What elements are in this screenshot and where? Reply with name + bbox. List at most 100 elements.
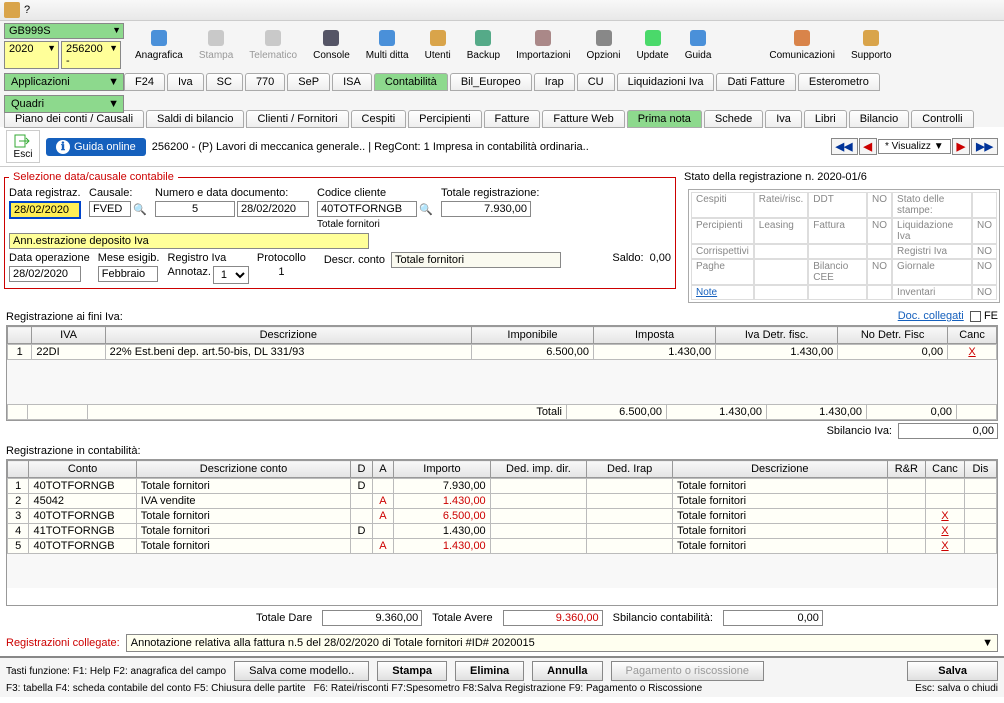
year-combo[interactable]: 2020 (4, 41, 59, 69)
elimina-button[interactable]: Elimina (455, 661, 524, 681)
toolbar-backup[interactable]: Backup (460, 23, 507, 64)
toolbar-guida[interactable]: Guida (678, 23, 719, 64)
tab-F24[interactable]: F24 (124, 73, 165, 91)
cont-canc[interactable] (926, 479, 965, 494)
cont-canc[interactable] (926, 494, 965, 509)
tab-Dati Fatture[interactable]: Dati Fatture (716, 73, 795, 91)
num-doc-input[interactable] (155, 201, 235, 217)
toolbar-anagrafica[interactable]: Anagrafica (128, 23, 190, 64)
cont-col-4[interactable]: A (372, 461, 393, 478)
cont-col-9[interactable]: R&R (887, 461, 926, 478)
iva-col-0[interactable] (8, 327, 32, 344)
cont-col-0[interactable] (8, 461, 29, 478)
esci-button[interactable]: Esci (6, 130, 40, 163)
cont-canc[interactable]: X (926, 539, 965, 554)
tab-Esterometro[interactable]: Esterometro (798, 73, 880, 91)
tab-SC[interactable]: SC (206, 73, 243, 91)
cod-cliente-input[interactable] (317, 201, 417, 217)
cliente-search-icon[interactable]: 🔍 (419, 203, 433, 216)
iva-row[interactable]: 122DI22% Est.beni dep. art.50-bis, DL 33… (8, 345, 997, 360)
data-reg-input[interactable] (9, 201, 81, 219)
fe-checkbox[interactable] (970, 311, 981, 322)
nav-next[interactable]: ▶ (952, 138, 970, 155)
sbilancio-iva-input[interactable] (898, 423, 998, 439)
tab-Contabilità[interactable]: Contabilità (374, 73, 448, 91)
iva-col-3[interactable]: Imponibile (471, 327, 593, 344)
tab-Schede[interactable]: Schede (704, 110, 763, 128)
toolbar-console[interactable]: Console (306, 23, 357, 64)
tab-CU[interactable]: CU (577, 73, 615, 91)
tab-Iva[interactable]: Iva (765, 110, 802, 128)
cont-col-10[interactable]: Canc (926, 461, 965, 478)
iva-canc[interactable]: X (948, 345, 997, 360)
iva-col-7[interactable]: Canc (948, 327, 997, 344)
cont-col-3[interactable]: D (351, 461, 372, 478)
causale-search-icon[interactable]: 🔍 (133, 203, 147, 216)
toolbar-opzioni[interactable]: Opzioni (580, 23, 628, 64)
toolbar-telematico[interactable]: Telematico (242, 23, 304, 64)
doc-collegati-link[interactable]: Doc. collegati (898, 310, 964, 322)
tab-Percipienti[interactable]: Percipienti (408, 110, 481, 128)
iva-col-1[interactable]: IVA (32, 327, 105, 344)
tab-770[interactable]: 770 (245, 73, 285, 91)
tab-Clienti / Fornitori[interactable]: Clienti / Fornitori (246, 110, 348, 128)
tot-reg-input[interactable] (441, 201, 531, 217)
tab-Controlli[interactable]: Controlli (911, 110, 973, 128)
cont-canc[interactable]: X (926, 524, 965, 539)
tab-Liquidazioni Iva[interactable]: Liquidazioni Iva (617, 73, 715, 91)
nav-first[interactable]: ◀◀ (831, 138, 858, 155)
descr-conto-input[interactable] (391, 252, 561, 268)
cont-col-2[interactable]: Descrizione conto (136, 461, 351, 478)
quadri-label[interactable]: Quadri (4, 95, 124, 113)
applicazioni-label[interactable]: Applicazioni (4, 73, 124, 91)
iva-col-2[interactable]: Descrizione (105, 327, 471, 344)
tab-Fatture[interactable]: Fatture (484, 110, 541, 128)
toolbar-comunicazioni[interactable]: Comunicazioni (762, 23, 842, 64)
toolbar-importazioni[interactable]: Importazioni (509, 23, 577, 64)
stato-cell[interactable]: Note (691, 285, 754, 300)
tab-Iva[interactable]: Iva (167, 73, 204, 91)
tab-Fatture Web[interactable]: Fatture Web (542, 110, 624, 128)
cont-row[interactable]: 340TOTFORNGBTotale fornitori A 6.500,00 … (8, 509, 997, 524)
cont-row[interactable]: 540TOTFORNGBTotale fornitori A 1.430,00 … (8, 539, 997, 554)
collegate-combo[interactable]: Annotazione relativa alla fattura n.5 de… (126, 634, 998, 652)
data-doc-input[interactable] (237, 201, 309, 217)
toolbar-update[interactable]: Update (629, 23, 675, 64)
nav-prev[interactable]: ◀ (859, 138, 877, 155)
cont-col-6[interactable]: Ded. imp. dir. (490, 461, 587, 478)
desc-input[interactable] (9, 233, 369, 249)
guida-online-button[interactable]: Guida online (46, 138, 146, 156)
toolbar-utenti[interactable]: Utenti (418, 23, 458, 64)
cont-canc[interactable]: X (926, 509, 965, 524)
cont-row[interactable]: 441TOTFORNGBTotale fornitori D 1.430,00 … (8, 524, 997, 539)
tab-Prima nota[interactable]: Prima nota (627, 110, 702, 128)
salva-modello-button[interactable]: Salva come modello.. (234, 661, 369, 681)
cont-col-11[interactable]: Dis (964, 461, 996, 478)
toolbar-multi ditta[interactable]: Multi ditta (359, 23, 416, 64)
tab-Irap[interactable]: Irap (534, 73, 575, 91)
cont-col-5[interactable]: Importo (394, 461, 491, 478)
tab-ISA[interactable]: ISA (332, 73, 372, 91)
toolbar-stampa[interactable]: Stampa (192, 23, 240, 64)
cont-row[interactable]: 140TOTFORNGBTotale fornitori D 7.930,00 … (8, 479, 997, 494)
cont-col-8[interactable]: Descrizione (673, 461, 888, 478)
sub-combo[interactable]: 256200 - (61, 41, 121, 69)
iva-col-4[interactable]: Imposta (594, 327, 716, 344)
annulla-button[interactable]: Annulla (532, 661, 602, 681)
tab-Saldi di bilancio[interactable]: Saldi di bilancio (146, 110, 244, 128)
pagamento-button[interactable]: Pagamento o riscossione (611, 661, 765, 681)
tab-SeP[interactable]: SeP (287, 73, 330, 91)
code-combo[interactable]: GB999S (4, 23, 124, 39)
toolbar-supporto[interactable]: Supporto (844, 23, 899, 64)
tab-Libri[interactable]: Libri (804, 110, 847, 128)
tab-Cespiti[interactable]: Cespiti (351, 110, 407, 128)
cont-row[interactable]: 245042IVA vendite A 1.430,00 Totale forn… (8, 494, 997, 509)
data-op-input[interactable] (9, 266, 81, 282)
tab-Bil_Europeo[interactable]: Bil_Europeo (450, 73, 532, 91)
mese-input[interactable] (98, 266, 158, 282)
visualizz-combo[interactable]: * Visualizz ▼ (878, 139, 951, 154)
stampa-button[interactable]: Stampa (377, 661, 447, 681)
causale-input[interactable] (89, 201, 131, 217)
salva-button[interactable]: Salva (907, 661, 998, 681)
iva-col-5[interactable]: Iva Detr. fisc. (716, 327, 838, 344)
